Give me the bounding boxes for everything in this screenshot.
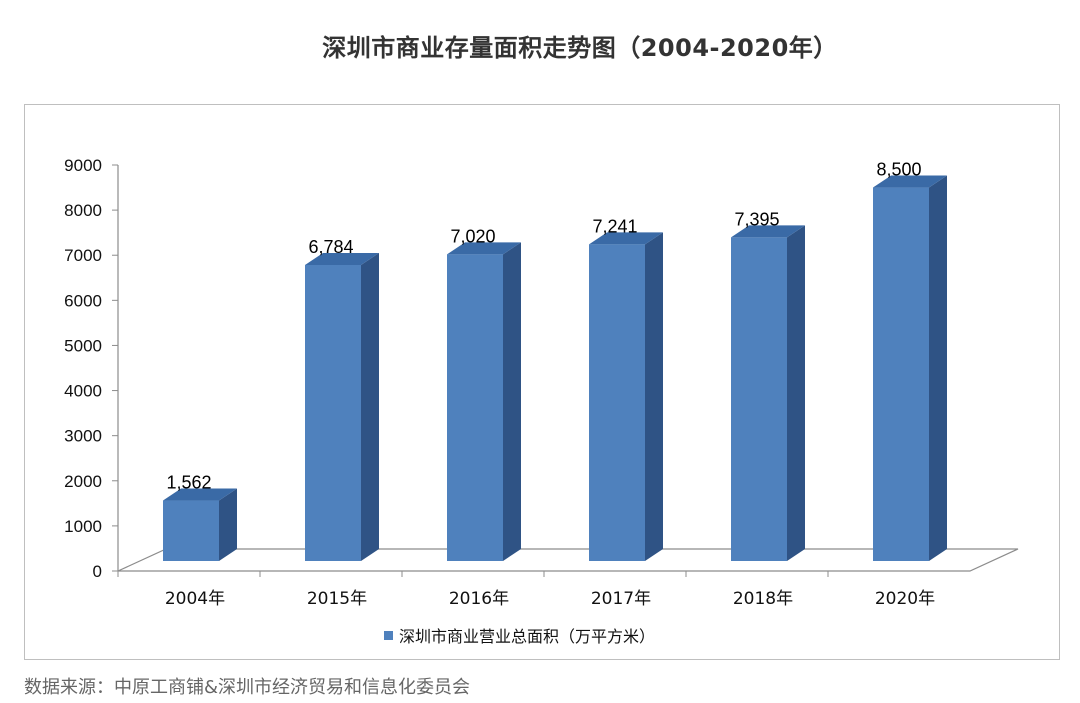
x-tick-label: 2016年 — [449, 589, 509, 609]
y-tick-label: 2000 — [64, 472, 102, 491]
bar-top — [589, 232, 663, 245]
y-tick-label: 7000 — [64, 246, 102, 265]
bar-side — [645, 232, 663, 561]
legend-label: 深圳市商业营业总面积（万平方米） — [399, 627, 655, 646]
bar — [305, 264, 361, 561]
y-tick-label: 8000 — [64, 201, 102, 220]
bar-top — [163, 488, 237, 501]
x-tick-label: 2018年 — [733, 589, 793, 609]
bar-top — [731, 225, 805, 238]
data-label: 7,020 — [450, 226, 495, 246]
data-label: 7,241 — [592, 216, 637, 236]
legend-swatch — [384, 631, 393, 640]
bar — [589, 244, 645, 561]
data-source: 数据来源：中原工商铺&深圳市经济贸易和信息化委员会 — [24, 677, 471, 698]
bar — [163, 500, 219, 561]
bar-top — [447, 242, 521, 255]
data-label: 6,784 — [308, 237, 353, 257]
bar-top — [873, 175, 947, 188]
bar-side — [219, 488, 237, 561]
bar-top — [305, 252, 379, 265]
data-label: 8,500 — [876, 160, 921, 180]
x-tick-label: 2015年 — [307, 589, 367, 609]
chart-title: 深圳市商业存量面积走势图（2004-2020年） — [0, 28, 1080, 63]
bar-side — [929, 175, 947, 562]
bar-side — [503, 242, 521, 561]
data-label: 1,562 — [166, 473, 211, 493]
chart-title-text: 深圳市商业存量面积走势图（2004-2020年） — [322, 34, 838, 62]
x-tick-label: 2017年 — [591, 589, 651, 609]
x-tick-label: 2004年 — [165, 589, 225, 609]
data-label: 7,395 — [734, 209, 779, 229]
y-tick-label: 9000 — [64, 156, 102, 175]
y-tick-label: 4000 — [64, 382, 102, 401]
y-tick-label: 1000 — [64, 517, 102, 536]
bar-side — [787, 225, 805, 562]
y-tick-label: 3000 — [64, 427, 102, 446]
bar — [447, 254, 503, 561]
bar — [731, 237, 787, 562]
y-tick-label: 5000 — [64, 336, 102, 355]
y-tick-label: 0 — [93, 562, 102, 581]
y-tick-label: 6000 — [64, 291, 102, 310]
x-tick-label: 2020年 — [875, 589, 935, 609]
bar-side — [361, 252, 379, 561]
bar — [873, 187, 929, 562]
